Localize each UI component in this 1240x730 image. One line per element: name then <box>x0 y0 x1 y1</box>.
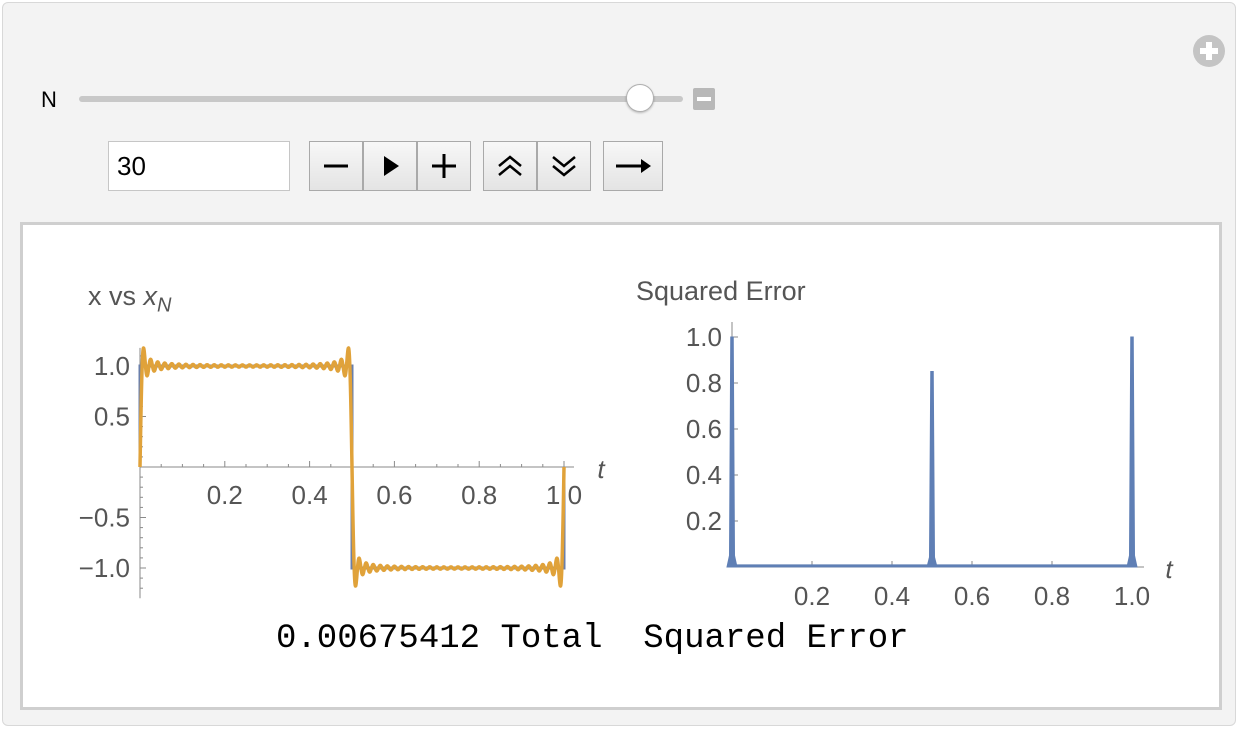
fourier-approximation-line <box>138 346 566 588</box>
y-tick-label: 0.6 <box>686 414 722 444</box>
x-tick-label: 1.0 <box>1114 581 1150 611</box>
plus-icon <box>432 154 456 178</box>
error-peak <box>1126 336 1138 568</box>
x-tick-label: 0.6 <box>954 581 990 611</box>
minus-icon <box>324 164 348 168</box>
slower-button[interactable] <box>537 141 591 191</box>
y-tick-label: 0.2 <box>686 506 722 536</box>
total-squared-error-line: 0.00675412 Total Squared Error <box>276 620 909 658</box>
left-plot-title-text: x vs <box>88 281 144 311</box>
x-tick-label: 0.8 <box>1034 581 1070 611</box>
add-control-icon[interactable] <box>1193 35 1225 67</box>
increment-button[interactable] <box>417 141 471 191</box>
total-squared-error-value: 0.00675412 <box>276 620 481 658</box>
left-plot-title-sub: N <box>157 294 172 317</box>
x-tick-label: 0.8 <box>461 480 497 510</box>
x-axis-label: t <box>597 454 606 484</box>
y-tick-label: −0.5 <box>79 503 130 533</box>
double-chevron-down-icon <box>552 156 576 177</box>
double-chevron-up-icon <box>498 155 522 176</box>
y-tick-label: 1.0 <box>94 351 130 381</box>
y-tick-label: 0.5 <box>94 402 130 432</box>
left-plot-title: x vs xN <box>88 281 171 317</box>
x-tick-label: 0.4 <box>292 480 328 510</box>
output-pane <box>20 222 1222 710</box>
y-tick-label: 1.0 <box>686 322 722 352</box>
x-tick-label: 0.4 <box>874 581 910 611</box>
x-axis-label: t <box>1165 554 1174 584</box>
n-value-input[interactable]: 30 <box>108 141 290 191</box>
right-plot-title: Squared Error <box>636 276 806 306</box>
x-tick-label: 0.2 <box>794 581 830 611</box>
y-tick-label: 0.8 <box>686 368 722 398</box>
n-slider-label: N <box>41 87 57 112</box>
faster-button[interactable] <box>483 141 537 191</box>
y-tick-label: 0.4 <box>686 460 722 490</box>
collapse-controls-icon[interactable] <box>693 88 715 110</box>
play-button[interactable] <box>363 141 417 191</box>
error-peak <box>926 371 938 568</box>
decrement-button[interactable] <box>309 141 363 191</box>
y-tick-label: −1.0 <box>79 553 130 583</box>
arrow-right-icon <box>616 159 651 173</box>
x-tick-label: 0.6 <box>376 480 412 510</box>
total-squared-error-label: Total Squared Error <box>500 620 909 658</box>
n-slider-track[interactable] <box>79 96 683 102</box>
n-slider-thumb[interactable] <box>625 84 654 112</box>
play-icon <box>384 156 399 176</box>
error-peak <box>726 336 738 568</box>
direction-button[interactable] <box>603 141 663 191</box>
x-tick-label: 0.2 <box>207 480 243 510</box>
left-plot-title-var: x <box>143 281 158 311</box>
